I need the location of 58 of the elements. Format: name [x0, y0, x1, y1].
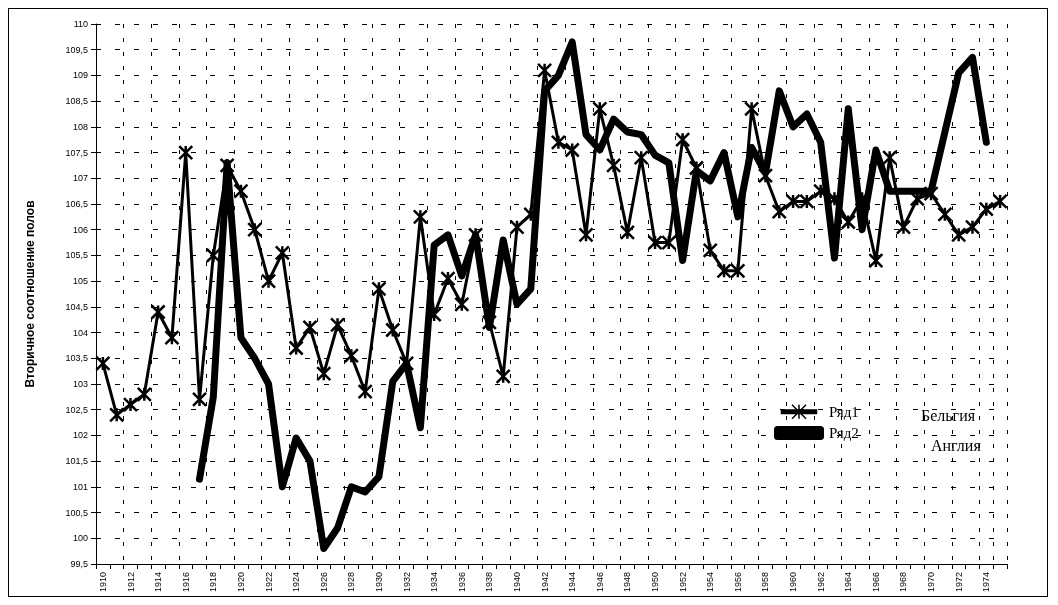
y-tick-label: 107,5 [65, 147, 88, 158]
x-tick-label: 1938 [484, 572, 495, 593]
x-tick-label: 1960 [788, 572, 799, 593]
y-tick-label: 99,5 [70, 559, 88, 569]
y-tick-label: 108,5 [65, 96, 88, 107]
y-tick-label: 106,5 [65, 199, 88, 209]
y-tick-label: 105,5 [65, 250, 88, 261]
x-tick-label: 1946 [594, 572, 605, 593]
x-tick-label: 1928 [346, 572, 357, 593]
y-tick-label: 105 [72, 276, 88, 287]
annotation: Бельгия [921, 406, 976, 424]
x-tick-label: 1920 [235, 572, 246, 593]
x-tick-label: 1916 [180, 572, 191, 593]
y-tick-label: 100 [72, 533, 88, 544]
x-tick-label: 1914 [153, 572, 164, 593]
x-tick-label: 1932 [401, 572, 412, 593]
x-tick-label: 1910 [97, 572, 108, 593]
y-tick-label: 110 [73, 19, 88, 29]
x-tick-label: 1934 [429, 572, 440, 593]
x-tick-label: 1948 [622, 572, 633, 593]
x-tick-label: 1974 [981, 572, 992, 593]
y-tick-label: 108 [72, 121, 88, 132]
y-tick-label: 103,5 [65, 353, 88, 364]
y-tick-label: 109,5 [65, 44, 88, 55]
x-tick-label: 1958 [760, 572, 771, 593]
x-tick-label: 1962 [815, 572, 826, 593]
x-tick-label: 1926 [318, 572, 329, 593]
x-tick-label: 1970 [926, 572, 937, 593]
y-tick-label: 101 [72, 481, 88, 492]
x-tick-label: 1940 [511, 572, 522, 593]
x-tick-label: 1968 [898, 572, 909, 593]
y-tick-label: 109 [72, 70, 88, 81]
y-tick-label: 106 [72, 224, 88, 235]
x-tick-label: 1972 [953, 572, 964, 593]
y-tick-label: 102,5 [65, 404, 88, 415]
x-tick-label: 1918 [208, 572, 219, 593]
x-tick-label: 1964 [843, 572, 854, 593]
y-tick-label: 103 [72, 379, 88, 389]
x-tick-label: 1944 [567, 572, 578, 593]
x-tick-label: 1966 [870, 572, 881, 593]
x-tick-label: 1924 [291, 572, 302, 593]
x-tick-label: 1912 [125, 572, 136, 593]
y-tick-label: 100,5 [65, 507, 88, 518]
y-tick-label: 104,5 [65, 301, 88, 312]
y-tick-label: 107 [72, 173, 88, 184]
x-tick-label: 1954 [705, 572, 716, 593]
x-tick-label: 1936 [456, 572, 467, 593]
legend-label: Ряд1 [829, 403, 859, 420]
y-axis-title: Вторичное соотношение полов [23, 200, 37, 388]
x-tick-label: 1956 [732, 572, 743, 593]
y-tick-label: 102 [72, 430, 88, 441]
x-tick-label: 1922 [263, 572, 274, 593]
x-tick-label: 1950 [650, 572, 661, 593]
x-tick-label: 1930 [373, 572, 384, 593]
x-tick-label: 1942 [539, 572, 550, 593]
x-tick-label: 1952 [677, 572, 688, 593]
y-tick-label: 104 [72, 327, 88, 338]
y-tick-label: 101,5 [65, 456, 88, 467]
